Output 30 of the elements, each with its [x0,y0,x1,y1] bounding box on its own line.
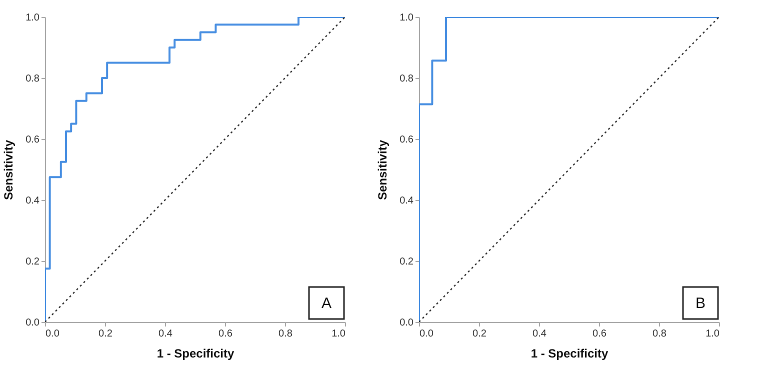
x-tick-label: 0.8 [278,328,293,340]
y-tick-label: 0.0 [400,318,414,328]
x-tick-label: 1.0 [332,328,346,340]
x-tick-label: 0.4 [532,328,547,340]
y-tick-label: 0.6 [26,134,40,146]
x-tick-label: 0.6 [218,328,233,340]
y-tick-label: 1.0 [400,12,414,24]
y-tick-label: 0.8 [26,74,40,84]
x-tick-label: 0.2 [98,328,113,340]
y-tick-label: 0.2 [26,256,40,268]
x-tick-label: 0.8 [652,328,667,340]
y-tick-label: 0.2 [400,256,414,268]
annotation: A [321,295,332,312]
y-axis-title: Sensitivity [376,140,390,200]
x-tick-label: 0.4 [158,328,173,340]
x-axis-title: 1 - Specificity [530,346,608,360]
x-axis-title: 1 - Specificity [156,346,234,360]
x-tick-label: 0.0 [420,328,434,340]
x-tick-label: 0.2 [472,328,487,340]
y-tick-label: 0.4 [26,196,40,206]
x-tick-label: 1.0 [706,328,720,340]
y-tick-label: 0.4 [400,196,414,206]
y-axis-title: Sensitivity [2,140,16,200]
y-tick-label: 0.8 [400,74,414,84]
y-tick-label: 1.0 [26,12,40,24]
x-tick-label: 0.6 [592,328,607,340]
x-tick-label: 0.0 [46,328,60,340]
y-tick-label: 0.6 [400,134,414,146]
y-tick-label: 0.0 [26,318,40,328]
annotation: B [695,295,706,312]
